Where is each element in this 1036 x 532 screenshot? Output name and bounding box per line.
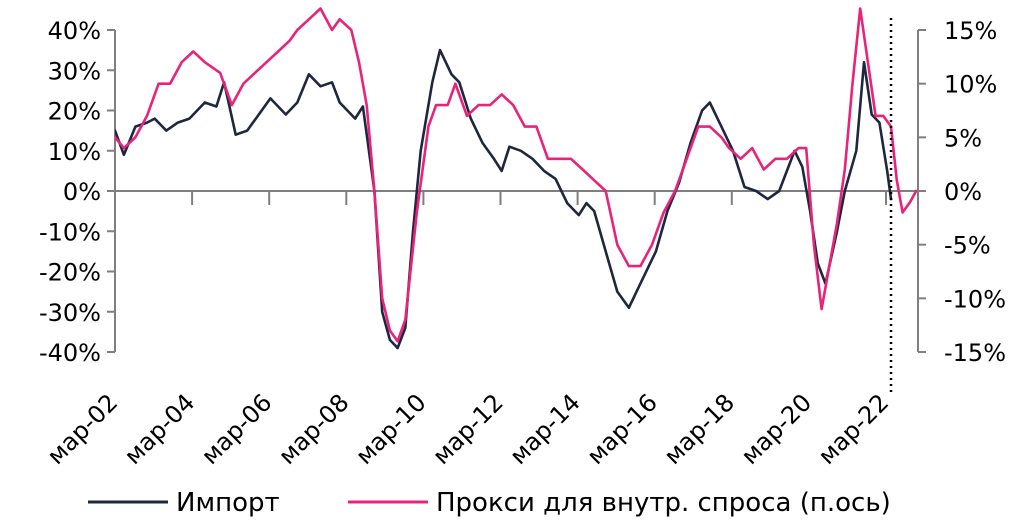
left-tick-label: 0%	[63, 178, 101, 206]
right-tick-label: 5%	[944, 124, 982, 152]
left-tick-label: 30%	[48, 57, 101, 85]
right-tick-label: -5%	[944, 232, 991, 260]
left-tick-label: -40%	[39, 339, 101, 367]
x-tick-label: мар-18	[659, 388, 740, 469]
series-line-demand-proxy	[115, 7, 918, 343]
left-tick-label: -10%	[39, 218, 101, 246]
legend: Импорт Прокси для внутр. спроса (п.ось)	[88, 488, 891, 518]
x-tick-label: мар-10	[350, 388, 431, 469]
x-tick-label: мар-22	[813, 388, 894, 469]
left-tick-label: -20%	[39, 259, 101, 287]
x-tick-label: мар-04	[119, 388, 200, 469]
left-tick-label: 10%	[48, 138, 101, 166]
left-tick-label: 40%	[48, 17, 101, 45]
x-tick-label: мар-06	[196, 388, 277, 469]
right-tick-label: -10%	[944, 285, 1006, 313]
right-tick-label: -15%	[944, 339, 1006, 367]
x-tick-label: мар-08	[273, 388, 354, 469]
left-tick-label: -30%	[39, 299, 101, 327]
series-layer	[115, 7, 918, 392]
legend-label-demand: Прокси для внутр. спроса (п.ось)	[436, 488, 891, 518]
x-tick-label: мар-12	[427, 388, 508, 469]
right-tick-label: 15%	[944, 17, 997, 45]
right-tick-label: 10%	[944, 71, 997, 99]
x-tick-label: мар-14	[504, 388, 585, 469]
legend-label-import: Импорт	[176, 488, 280, 518]
x-tick-label: мар-20	[736, 388, 817, 469]
right-tick-label: 0%	[944, 178, 982, 206]
series-line-import	[115, 48, 893, 350]
x-tick-label: мар-02	[42, 388, 123, 469]
x-tick-label: мар-16	[581, 388, 662, 469]
left-tick-label: 20%	[48, 98, 101, 126]
